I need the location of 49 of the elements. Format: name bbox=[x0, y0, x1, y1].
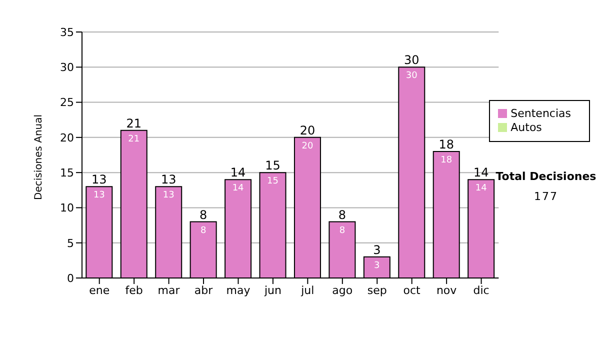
y-tick-label: 10 bbox=[60, 202, 74, 215]
y-axis-title: Decisiones Anual bbox=[34, 114, 45, 200]
total-label: 21 bbox=[126, 116, 142, 130]
y-tick-label: 5 bbox=[67, 236, 74, 250]
data-label: 14 bbox=[232, 184, 244, 194]
data-label: 18 bbox=[440, 155, 452, 166]
total-label: 14 bbox=[473, 166, 489, 180]
data-label: 8 bbox=[200, 226, 206, 236]
x-tick-label: jun bbox=[263, 284, 282, 297]
total-label: 8 bbox=[338, 208, 346, 222]
total-label: 20 bbox=[300, 123, 316, 138]
x-tick-label: dic bbox=[473, 284, 490, 297]
total-label: 18 bbox=[438, 137, 454, 152]
legend-label: Autos bbox=[510, 121, 542, 134]
x-tick-label: feb bbox=[125, 284, 143, 297]
total-label: 30 bbox=[404, 53, 420, 68]
y-tick-label: 15 bbox=[60, 166, 74, 180]
x-tick-label: may bbox=[226, 284, 251, 297]
y-tick-label: 20 bbox=[60, 131, 74, 144]
annotation: Total Decisiones bbox=[494, 170, 598, 183]
total-label: 3 bbox=[373, 242, 381, 257]
x-tick-label: sep bbox=[367, 284, 387, 297]
legend-label: Sentencias bbox=[510, 107, 571, 120]
total-label: 13 bbox=[92, 172, 107, 187]
data-label: 8 bbox=[339, 226, 346, 236]
y-tick-label: 35 bbox=[60, 26, 74, 39]
x-tick-label: jul bbox=[300, 284, 314, 297]
x-tick-label: oct bbox=[403, 284, 422, 297]
total-label: 14 bbox=[230, 166, 246, 180]
data-label: 14 bbox=[475, 184, 488, 194]
x-tick-label: abr bbox=[194, 284, 214, 297]
x-tick-label: nov bbox=[436, 284, 458, 297]
x-tick-label: ene bbox=[89, 284, 110, 297]
x-tick-label: ago bbox=[332, 284, 353, 297]
total-label: 15 bbox=[265, 158, 280, 173]
data-label: 15 bbox=[267, 176, 278, 187]
y-tick-label: 30 bbox=[60, 61, 74, 74]
data-label: 20 bbox=[302, 141, 314, 152]
x-tick-label: mar bbox=[158, 284, 180, 297]
data-label: 21 bbox=[128, 134, 140, 144]
total-label: 8 bbox=[200, 208, 208, 222]
total-label: 13 bbox=[160, 172, 176, 187]
y-tick-label: 0 bbox=[67, 272, 74, 285]
data-label: 13 bbox=[162, 190, 174, 201]
data-label: 30 bbox=[406, 71, 418, 82]
y-tick-label: 25 bbox=[60, 96, 74, 110]
data-label: 3 bbox=[374, 260, 380, 271]
text: 177 bbox=[533, 190, 559, 203]
data-label: 13 bbox=[93, 190, 105, 201]
